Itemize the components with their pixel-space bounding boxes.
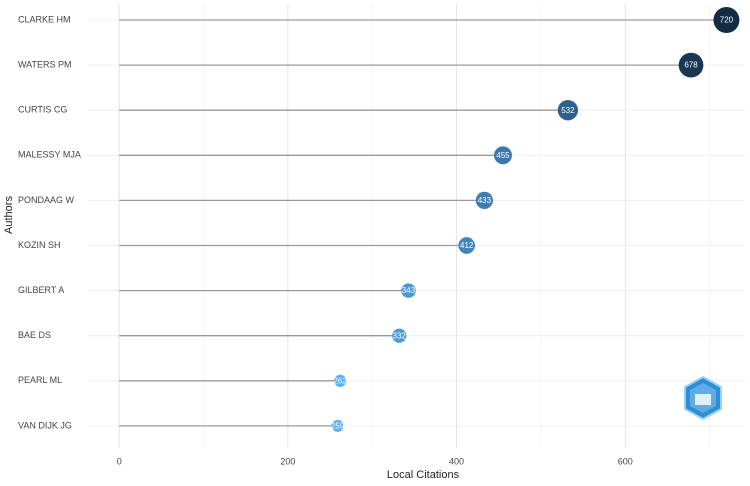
dot-label: 433 bbox=[478, 196, 492, 205]
dot-label: 332 bbox=[393, 331, 407, 340]
y-axis-title: Authors bbox=[3, 196, 15, 234]
dot-label: 455 bbox=[496, 151, 510, 160]
y-tick-label: KOZIN SH bbox=[18, 240, 61, 250]
dot bbox=[334, 374, 347, 387]
y-tick-label: MALESSY MJA bbox=[18, 150, 81, 160]
dot-label: 678 bbox=[684, 61, 698, 70]
dot-label: 259 bbox=[331, 422, 345, 431]
y-tick-label: VAN DIJK JG bbox=[18, 420, 72, 430]
x-axis-title: Local Citations bbox=[387, 469, 460, 481]
x-tick-label: 0 bbox=[117, 456, 122, 466]
dot-label: 720 bbox=[720, 16, 734, 25]
dot bbox=[331, 419, 344, 432]
y-tick-label: PONDAAG W bbox=[18, 195, 75, 205]
x-tick-label: 600 bbox=[618, 456, 633, 466]
x-tick-label: 400 bbox=[449, 456, 464, 466]
dot-label: 532 bbox=[561, 106, 575, 115]
dot-label: 262 bbox=[333, 376, 347, 385]
dot bbox=[458, 237, 476, 254]
y-tick-label: PEARL ML bbox=[18, 375, 62, 385]
dot-label: 343 bbox=[402, 286, 416, 295]
y-tick-label: CLARKE HM bbox=[18, 14, 71, 24]
y-tick-label: WATERS PM bbox=[18, 59, 72, 69]
dot bbox=[713, 7, 740, 33]
x-tick-label: 200 bbox=[280, 456, 295, 466]
dot bbox=[401, 283, 416, 298]
dot bbox=[678, 52, 704, 78]
dot bbox=[493, 146, 512, 165]
dot bbox=[475, 191, 494, 210]
dot bbox=[392, 328, 407, 343]
logo bbox=[684, 375, 722, 421]
dot bbox=[557, 100, 579, 121]
y-tick-label: CURTIS CG bbox=[18, 105, 67, 115]
dot-label: 412 bbox=[460, 241, 474, 250]
y-tick-label: BAE DS bbox=[18, 330, 51, 340]
y-tick-label: GILBERT A bbox=[18, 285, 64, 295]
